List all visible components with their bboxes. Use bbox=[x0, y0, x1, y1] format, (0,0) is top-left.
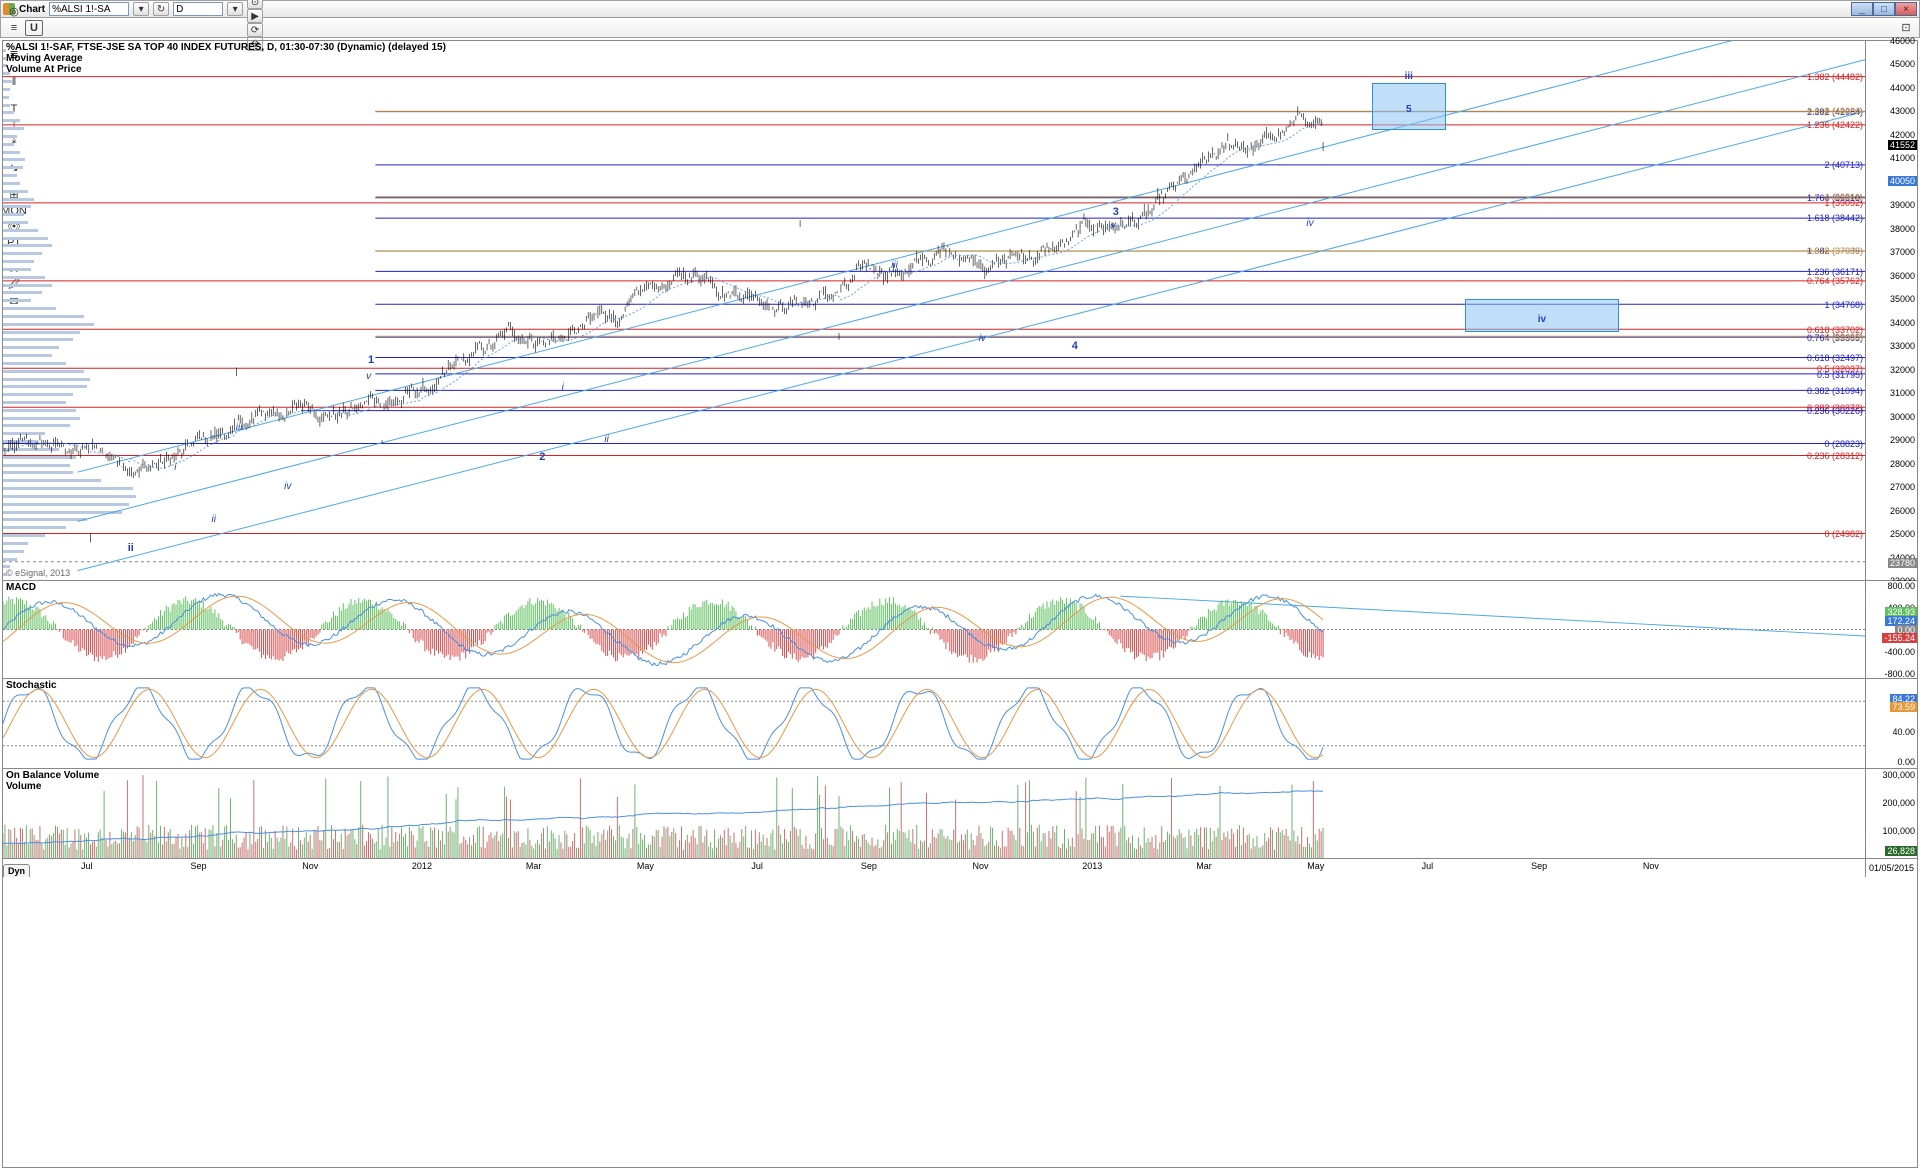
stochastic-title: Stochastic bbox=[6, 680, 57, 691]
price-panel: %ALSI 1!-SAF, FTSE-JSE SA TOP 40 INDEX F… bbox=[3, 41, 1917, 581]
chart-area: %ALSI 1!-SAF, FTSE-JSE SA TOP 40 INDEX F… bbox=[2, 40, 1918, 1168]
macd-panel: MACD -800.00-400.000.00400.00800.00328.9… bbox=[3, 581, 1917, 679]
obv-yaxis: 100,000200,000300,00026,828 bbox=[1865, 769, 1917, 858]
drawing-toolbar: ╱╲⩘⩗╳⋌◯▭◇△≋⟋◎≡≣‖T⤒⤓↘⊞MON👁PT〰🖉✉ U ⊡ bbox=[0, 18, 1920, 38]
toolbar1-⊙-icon[interactable]: ⊙ bbox=[247, 0, 263, 9]
toolbar1-⟳-icon[interactable]: ⟳ bbox=[247, 23, 263, 37]
interval-dropdown-icon[interactable]: ▾ bbox=[227, 2, 243, 16]
window-titlebar: Chart ▾ ↻ ▾ ↻✎⊙▶⟳⚙ _ □ × bbox=[0, 0, 1920, 18]
stochastic-panel: Stochastic 0.0040.0080.0084.2273.59 bbox=[3, 679, 1917, 769]
symbol-input[interactable] bbox=[49, 2, 129, 16]
chart-header-vap: Volume At Price bbox=[6, 64, 82, 75]
toolbar-tail-icon[interactable]: ⊡ bbox=[1897, 20, 1915, 36]
chart-header-symbol: %ALSI 1!-SAF, FTSE-JSE SA TOP 40 INDEX F… bbox=[6, 42, 446, 53]
macd-plot[interactable]: MACD bbox=[3, 581, 1865, 678]
obv-panel: On Balance Volume Volume 100,000200,0003… bbox=[3, 769, 1917, 859]
toolbar1-▶-icon[interactable]: ▶ bbox=[247, 9, 263, 23]
time-axis: JulSepNov2012MarMayJulSepNov2013MarMayJu… bbox=[3, 859, 1865, 877]
stochastic-plot[interactable]: Stochastic bbox=[3, 679, 1865, 768]
interval-input[interactable] bbox=[173, 2, 223, 16]
close-button[interactable]: × bbox=[1895, 2, 1917, 16]
copyright-text: © eSignal, 2013 bbox=[6, 568, 70, 578]
volume-title: Volume bbox=[6, 781, 41, 792]
price-yaxis: 2300024000250002600027000280002900030000… bbox=[1865, 41, 1917, 580]
underline-tool[interactable]: U bbox=[25, 20, 43, 36]
obv-title: On Balance Volume bbox=[6, 770, 99, 781]
time-axis-panel: Dyn JulSepNov2012MarMayJulSepNov2013MarM… bbox=[3, 859, 1917, 877]
maximize-button[interactable]: □ bbox=[1873, 2, 1895, 16]
symbol-dropdown-icon[interactable]: ▾ bbox=[133, 2, 149, 16]
stochastic-yaxis: 0.0040.0080.0084.2273.59 bbox=[1865, 679, 1917, 768]
price-plot[interactable]: %ALSI 1!-SAF, FTSE-JSE SA TOP 40 INDEX F… bbox=[3, 41, 1865, 580]
tool-≡[interactable]: ≡ bbox=[5, 20, 23, 36]
minimize-button[interactable]: _ bbox=[1851, 2, 1873, 16]
macd-title: MACD bbox=[6, 582, 36, 593]
macd-yaxis: -800.00-400.000.00400.00800.00328.93172.… bbox=[1865, 581, 1917, 678]
symbol-refresh-icon[interactable]: ↻ bbox=[153, 2, 169, 16]
time-axis-end: 01/05/2015 bbox=[1865, 859, 1917, 877]
chart-header-ma: Moving Average bbox=[6, 53, 83, 64]
obv-plot[interactable]: On Balance Volume Volume bbox=[3, 769, 1865, 858]
tool-◎[interactable]: ◎ bbox=[5, 4, 23, 20]
